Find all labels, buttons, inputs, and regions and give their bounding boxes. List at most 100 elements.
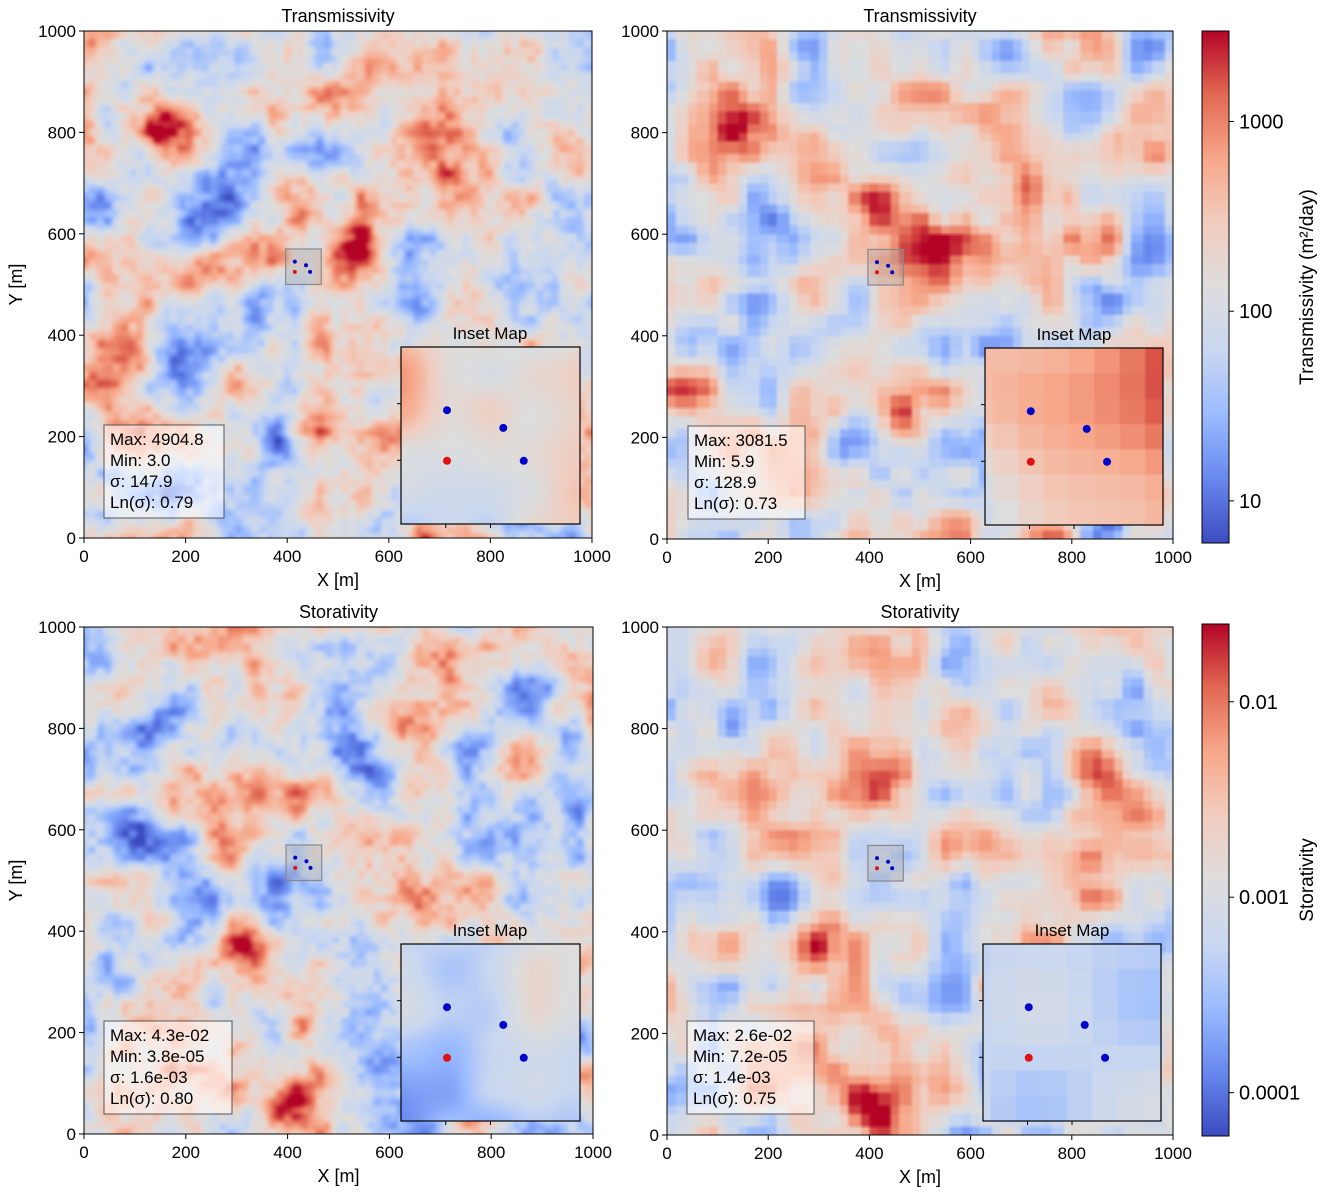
panel-title: Storativity: [299, 602, 378, 622]
y-tick-label: 800: [631, 124, 659, 143]
well-marker-0: [292, 259, 297, 264]
x-tick-label: 800: [1058, 1144, 1086, 1163]
stats-line: Min: 5.9: [694, 452, 754, 471]
y-tick-label: 800: [48, 123, 76, 142]
inset-well-marker-3: [519, 1053, 528, 1062]
inset-map-field: [983, 944, 1161, 1121]
well-marker-1: [886, 859, 891, 864]
colorbar-tick-label: 1000: [1239, 112, 1284, 134]
y-tick-label: 600: [631, 225, 659, 244]
stats-box: [687, 425, 806, 520]
well-marker-3: [308, 269, 313, 274]
y-tick-label: 200: [631, 1024, 659, 1043]
inset-highlight-box: [867, 844, 904, 882]
y-axis-label: Y [m]: [6, 264, 26, 306]
x-axis-label: X [m]: [317, 570, 359, 590]
colorbar-tick-label: 10: [1239, 491, 1261, 513]
stats-box: [103, 424, 225, 519]
axes-frame: [83, 626, 594, 1135]
cbar-transmissivity: 10 100 1000 Transmissivity (m²/day): [1201, 30, 1318, 544]
x-axis-label: X [m]: [899, 571, 941, 591]
well-marker-1: [303, 263, 308, 268]
x-tick-label: 0: [79, 1143, 88, 1162]
axes-frame: [666, 30, 1174, 540]
colorbar-tick-label: 0.001: [1239, 887, 1289, 909]
colorbar-label: Storativity: [1297, 838, 1318, 922]
inset-title: Inset Map: [1037, 325, 1112, 344]
x-tick-label: 0: [79, 547, 88, 566]
cbar-storativity: 0.0001 0.001 0.01 Storativity: [1201, 623, 1318, 1137]
well-marker-0: [293, 855, 298, 860]
x-tick-label: 1000: [1154, 548, 1192, 567]
x-tick-label: 200: [172, 1143, 200, 1162]
stats-line: Max: 2.6e-02: [693, 1026, 792, 1045]
well-marker-0: [874, 260, 879, 265]
stats-line: Max: 3081.5: [694, 431, 788, 450]
x-axis-label: X [m]: [899, 1167, 941, 1187]
x-tick-label: 1000: [1154, 1144, 1192, 1163]
y-tick-label: 200: [48, 428, 76, 447]
inset-highlight-box: [285, 248, 322, 286]
inset-well-marker-0: [443, 406, 452, 415]
y-tick-label: 200: [48, 1024, 76, 1043]
panel-tr: 0 200 400 600 800 1000 0 200 400 600 800 1000 Transm…: [621, 6, 1192, 591]
x-tick-label: 0: [662, 1144, 671, 1163]
stats-line: Ln(σ): 0.80: [110, 1089, 193, 1108]
inset-well-marker-2: [1024, 1053, 1033, 1062]
inset-well-marker-3: [1103, 457, 1112, 466]
x-tick-label: 600: [375, 547, 403, 566]
x-tick-label: 400: [855, 548, 883, 567]
y-tick-label: 800: [48, 719, 76, 738]
x-tick-label: 200: [171, 547, 199, 566]
inset-well-marker-3: [1101, 1053, 1110, 1062]
well-marker-2: [874, 866, 879, 871]
inset-well-marker-3: [519, 456, 528, 465]
inset-well-marker-0: [1024, 1003, 1033, 1012]
y-tick-label: 600: [48, 225, 76, 244]
colorbar-gradient: [1201, 30, 1230, 544]
well-marker-3: [890, 270, 895, 275]
colorbar-gradient: [1201, 623, 1230, 1137]
colorbar-tick-label: 0.0001: [1239, 1083, 1300, 1105]
y-tick-label: 0: [650, 530, 659, 549]
stats-line: Max: 4904.8: [110, 430, 204, 449]
stats-line: Min: 3.8e-05: [110, 1047, 205, 1066]
y-tick-label: 600: [631, 821, 659, 840]
stats-line: Ln(σ): 0.73: [694, 494, 777, 513]
y-axis-label: Y [m]: [6, 860, 26, 902]
y-tick-label: 400: [631, 923, 659, 942]
inset-well-marker-1: [1080, 1020, 1089, 1029]
colorbar-tick-label: 100: [1239, 301, 1272, 323]
stats-line: σ: 128.9: [694, 473, 756, 492]
well-marker-2: [293, 865, 298, 870]
inset-title: Inset Map: [453, 324, 528, 343]
x-tick-label: 800: [477, 1143, 505, 1162]
inset-well-marker-2: [1026, 457, 1035, 466]
axes-frame: [666, 626, 1174, 1136]
well-marker-2: [292, 269, 297, 274]
inset-well-marker-1: [499, 1020, 508, 1029]
inset-title: Inset Map: [453, 921, 528, 940]
stats-box: [686, 1020, 815, 1115]
colorbar-label: Transmissivity (m²/day): [1297, 189, 1318, 385]
inset-well-marker-2: [443, 1053, 452, 1062]
x-tick-label: 600: [956, 548, 984, 567]
inset-title: Inset Map: [1035, 921, 1110, 940]
well-marker-0: [874, 856, 879, 861]
stats-line: Max: 4.3e-02: [110, 1026, 209, 1045]
y-tick-label: 200: [631, 428, 659, 447]
inset-well-marker-1: [1082, 424, 1091, 433]
y-tick-label: 400: [631, 327, 659, 346]
well-marker-3: [308, 865, 313, 870]
y-tick-label: 1000: [38, 22, 76, 41]
x-tick-label: 200: [754, 548, 782, 567]
inset-map-field: [985, 348, 1163, 525]
y-tick-label: 1000: [38, 618, 76, 637]
inset-map-field: [401, 347, 580, 524]
panel-tl: 0 200 400 600 800 1000 0 200 400 600 800 1000 Transm…: [6, 6, 611, 590]
stats-line: σ: 1.6e-03: [110, 1068, 188, 1087]
x-axis-label: X [m]: [317, 1166, 359, 1186]
inset-well-marker-2: [443, 456, 452, 465]
stats-line: σ: 147.9: [110, 472, 172, 491]
